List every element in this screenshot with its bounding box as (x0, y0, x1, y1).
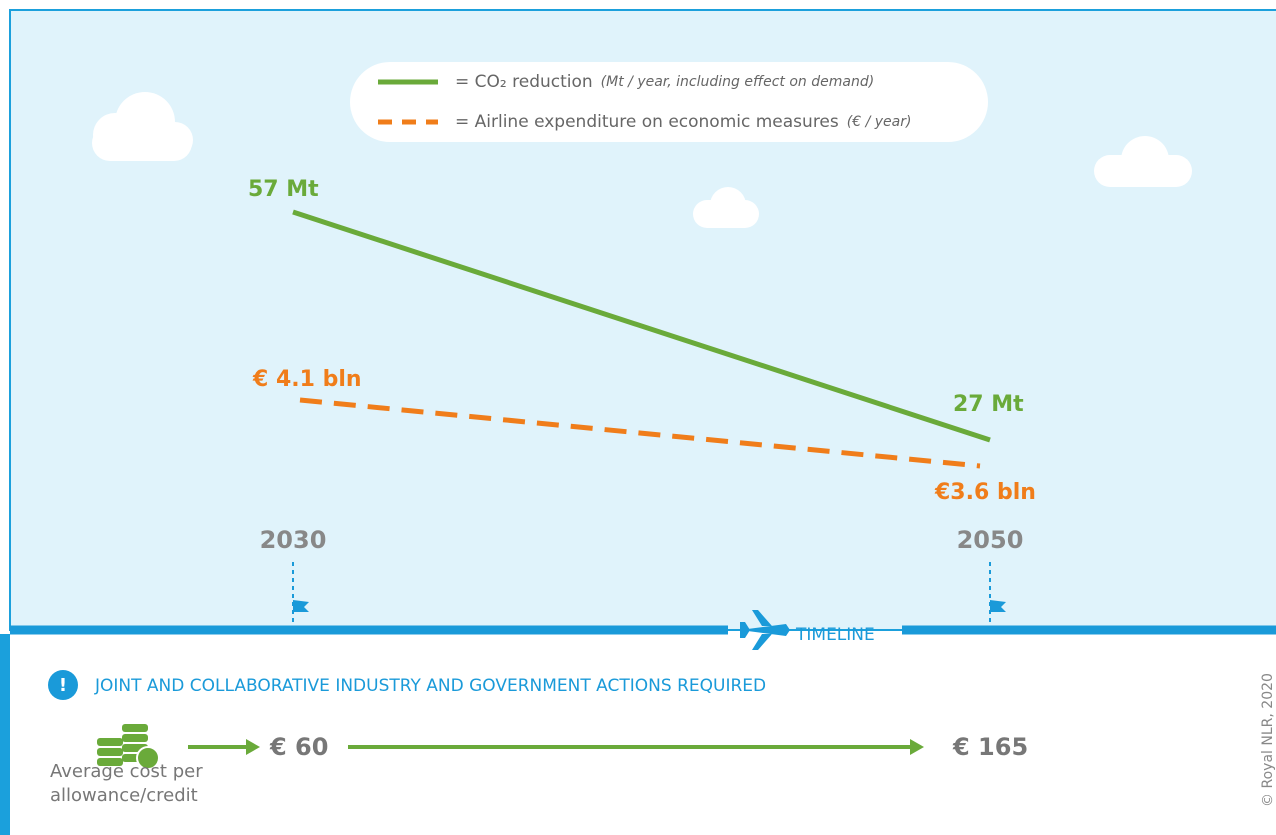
legend-entry: = CO₂ reduction (Mt / year, including eff… (455, 72, 874, 92)
alert-icon (48, 670, 78, 700)
year-label: 2030 (260, 526, 327, 554)
arrow-head (910, 739, 924, 755)
alert-mark: ! (59, 675, 67, 696)
legend-entry: = Airline expenditure on economic measur… (455, 112, 911, 132)
series-line (299, 397, 981, 469)
plane-icon (740, 610, 790, 650)
cloud (693, 187, 759, 228)
left-border (0, 634, 10, 835)
cost-label: Average cost per allowance/credit (50, 761, 203, 806)
series-line (292, 209, 991, 443)
arrow-head (246, 739, 260, 755)
legend-name: = CO₂ reduction (455, 72, 593, 92)
coins-icon (97, 724, 160, 770)
flag (293, 600, 309, 612)
notice: JOINT AND COLLABORATIVE INDUSTRY AND GOV… (94, 676, 766, 696)
clouds (92, 92, 1192, 228)
legend-name: = Airline expenditure on economic measur… (455, 112, 839, 132)
legend-note: (€ / year) (847, 114, 912, 130)
value-label: €3.6 bln (934, 480, 1036, 505)
value-label: 57 Mt (248, 177, 319, 202)
cloud (92, 92, 193, 161)
flag (990, 600, 1006, 612)
legend-note: (Mt / year, including effect on demand) (601, 74, 875, 90)
cost-value: € 165 (952, 733, 1028, 761)
legend-box (350, 62, 988, 142)
cloud (1094, 136, 1192, 187)
value-label: 27 Mt (953, 392, 1024, 417)
cost-value: € 60 (269, 733, 328, 761)
copyright: © Royal NLR, 2020 (1260, 673, 1276, 807)
cost-label-box: Average cost per allowance/credit (50, 761, 203, 806)
year-label: 2050 (957, 526, 1024, 554)
value-label: € 4.1 bln (252, 367, 362, 392)
timeline-label: TIMELINE (795, 625, 875, 645)
